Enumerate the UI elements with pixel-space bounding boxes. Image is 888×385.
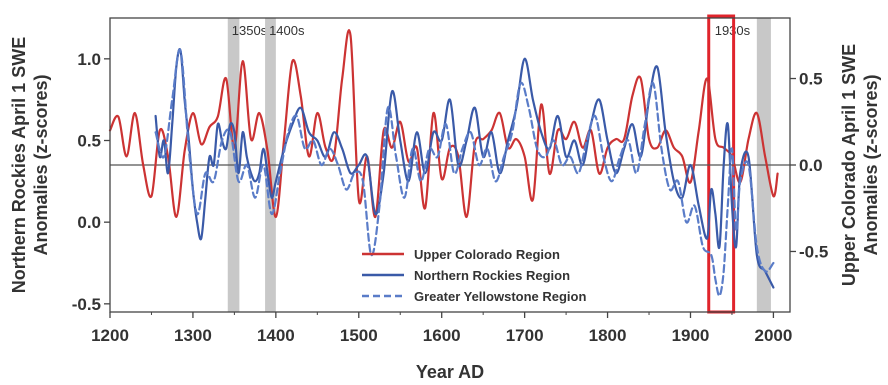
- y-right-title-line2: Anomalies (z-scores): [861, 74, 881, 255]
- y-left-tick-label: -0.5: [72, 295, 101, 314]
- legend: Upper Colorado Region Northern Rockies Re…: [362, 247, 586, 304]
- x-tick-label: 1200: [91, 326, 129, 345]
- y-left-tick-label: 0.0: [77, 213, 101, 232]
- x-tick-label: 1800: [589, 326, 627, 345]
- y-left-tick-label: 1.0: [77, 50, 101, 69]
- x-tick-label: 2000: [755, 326, 793, 345]
- axes-layer: 1200 1300 1400 1500 1600 1700 1800 1900 2000 -0.5…: [9, 37, 881, 382]
- shaded-band-label: 1350s: [232, 23, 268, 38]
- x-tick-label: 1700: [506, 326, 544, 345]
- x-tick-label: 1400: [257, 326, 295, 345]
- series-line-2: [154, 48, 775, 297]
- x-tick-label: 1300: [174, 326, 212, 345]
- legend-label: Northern Rockies Region: [414, 268, 570, 283]
- y-left-title-line2: Anomalies (z-scores): [31, 74, 51, 255]
- y-left-title-line1: Northern Rockies April 1 SWE: [9, 37, 29, 293]
- shaded-band-label: 1400s: [269, 23, 305, 38]
- series-layer: [108, 29, 779, 297]
- y-left-tick-label: 0.5: [77, 132, 101, 151]
- y-right-tick-label: 0.0: [799, 156, 823, 175]
- x-axis-title: Year AD: [416, 362, 484, 382]
- x-tick-label: 1900: [672, 326, 710, 345]
- y-right-tick-label: 0.5: [799, 70, 823, 89]
- x-tick-label: 1500: [340, 326, 378, 345]
- y-right-title-line1: Upper Colorado April 1 SWE: [839, 44, 859, 286]
- legend-label: Upper Colorado Region: [414, 247, 560, 262]
- legend-label: Greater Yellowstone Region: [414, 289, 586, 304]
- y-right-tick-label: -0.5: [799, 242, 828, 261]
- x-tick-label: 1600: [423, 326, 461, 345]
